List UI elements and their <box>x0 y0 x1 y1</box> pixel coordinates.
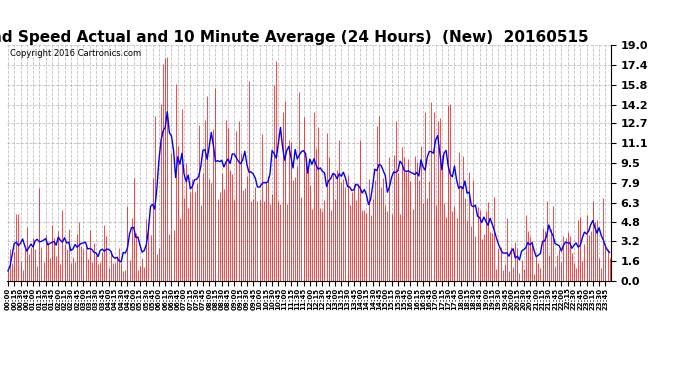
Text: Copyright 2016 Cartronics.com: Copyright 2016 Cartronics.com <box>10 49 141 58</box>
Title: Wind Speed Actual and 10 Minute Average (24 Hours)  (New)  20160515: Wind Speed Actual and 10 Minute Average … <box>0 30 589 45</box>
